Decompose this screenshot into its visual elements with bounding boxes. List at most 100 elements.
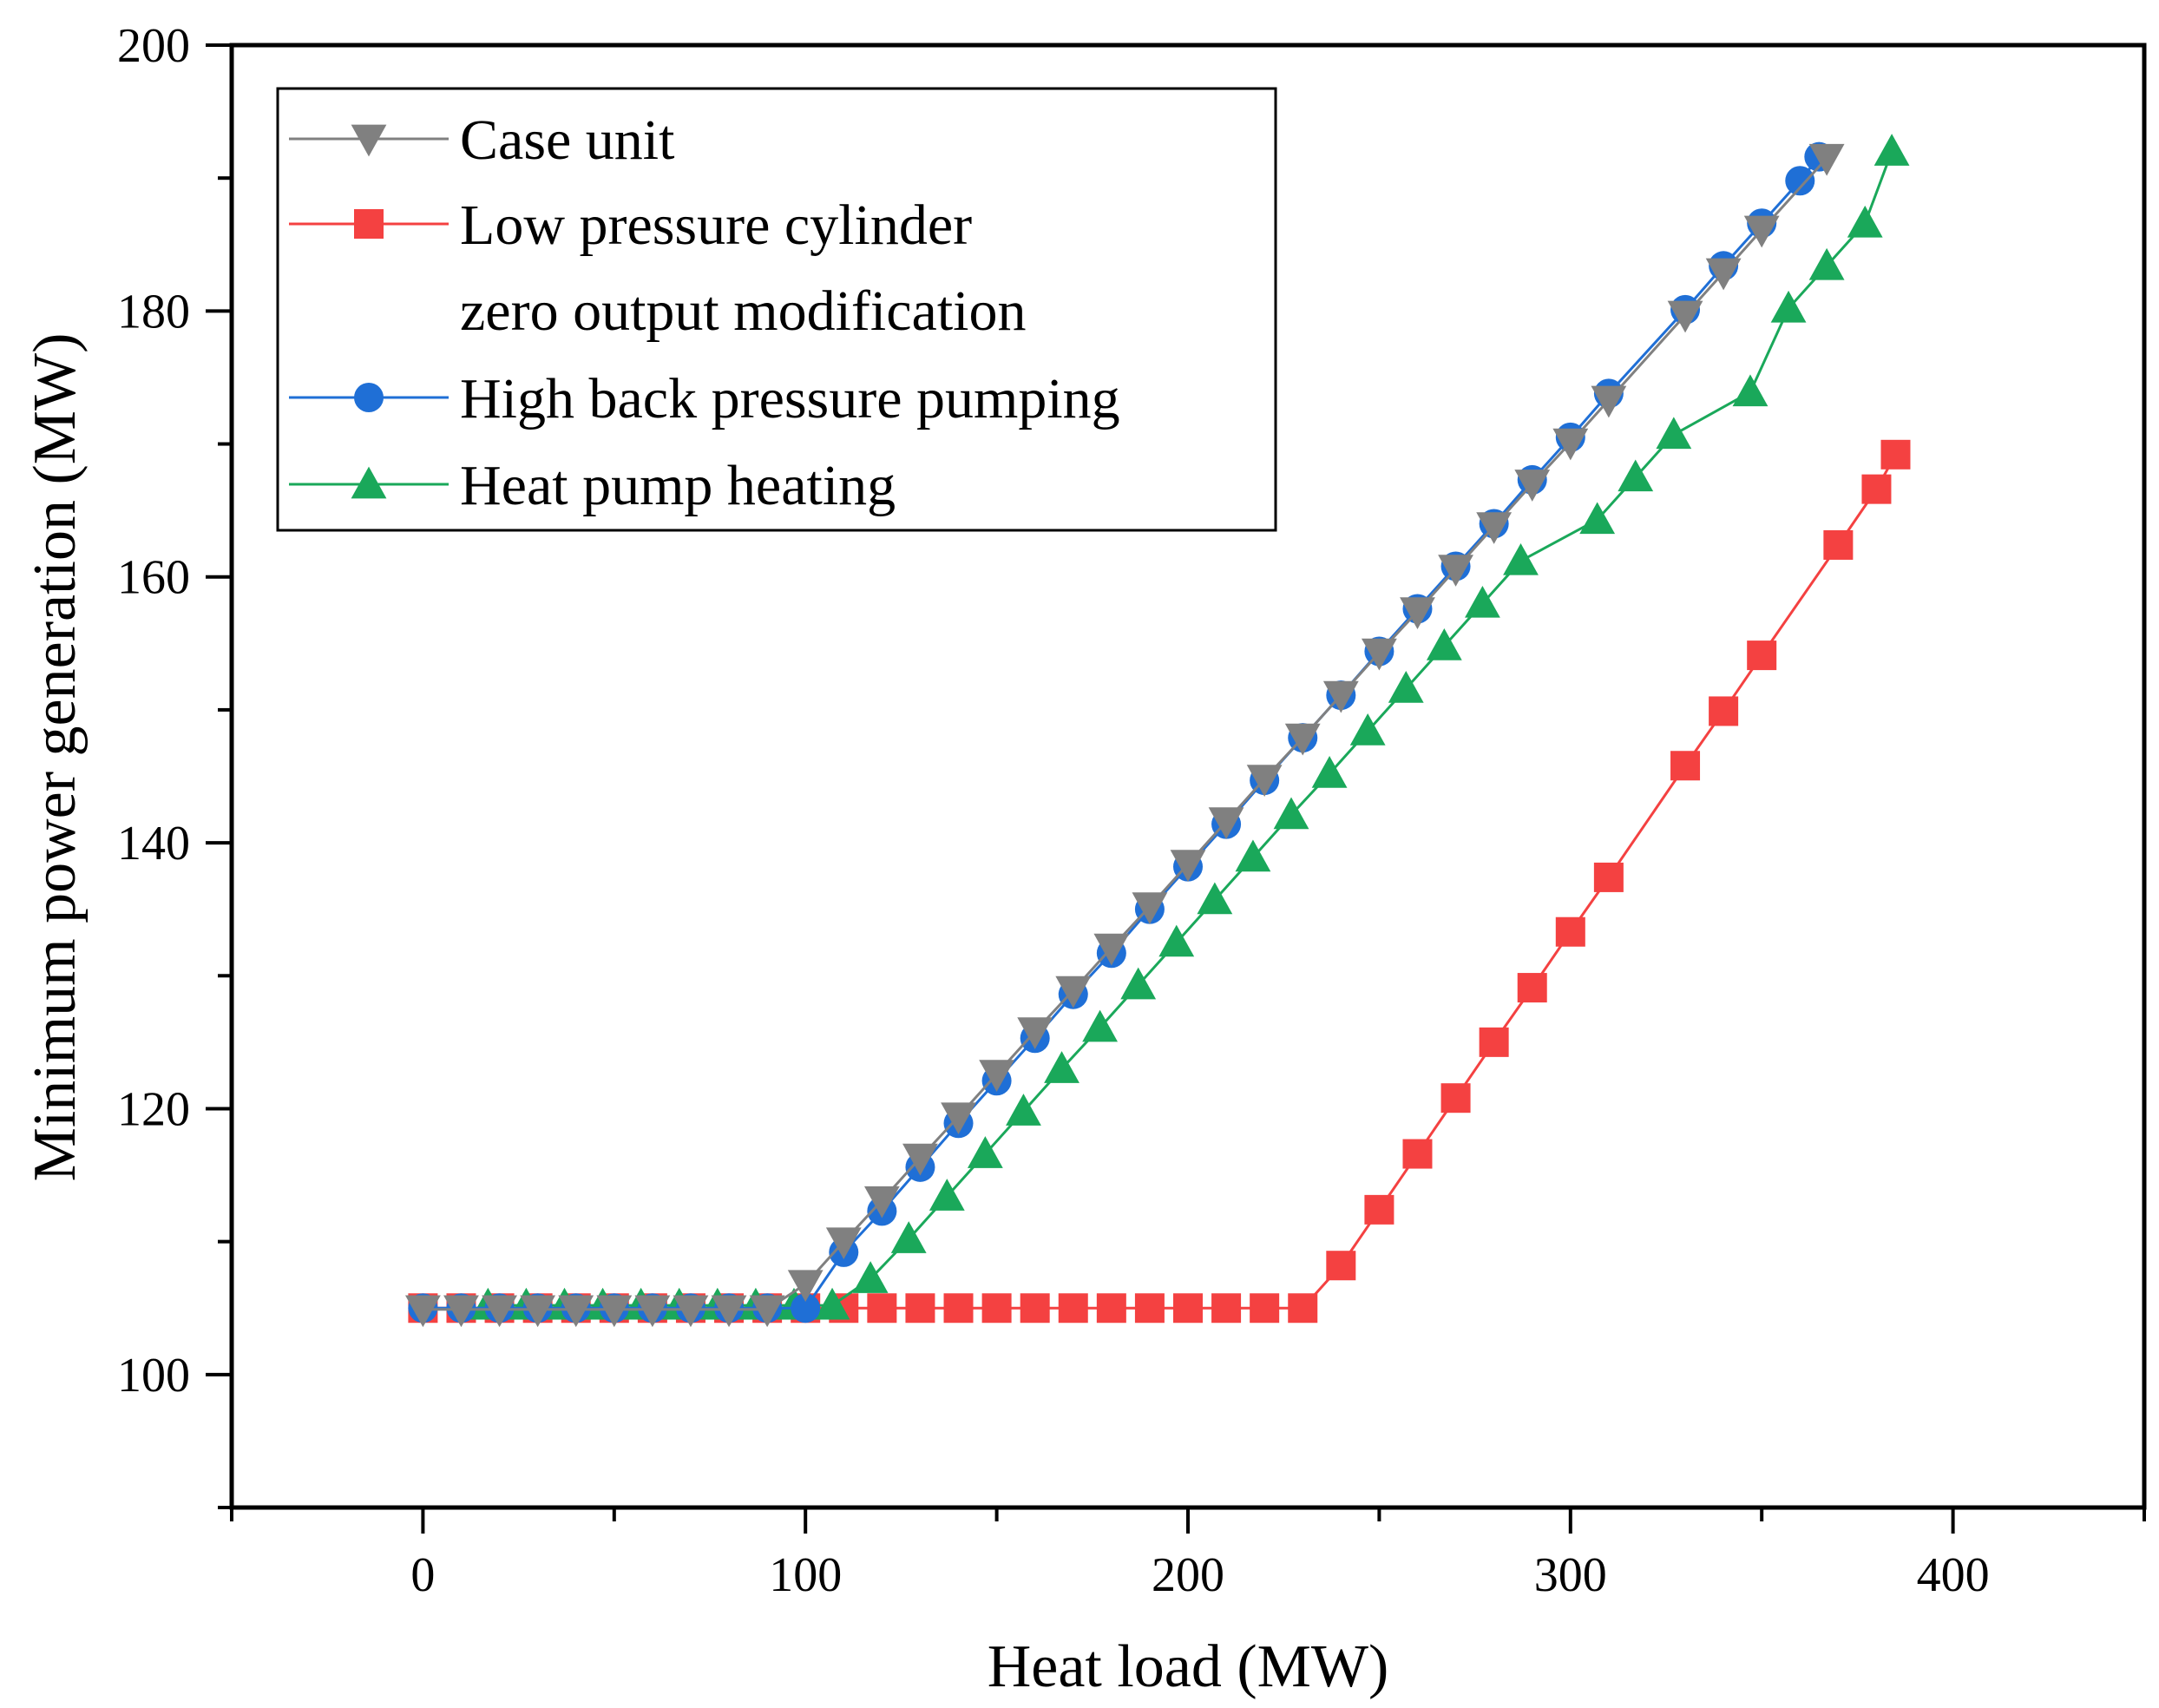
- data-point: [825, 1227, 862, 1260]
- data-point: [1284, 723, 1321, 756]
- data-point: [967, 1136, 1003, 1168]
- data-point: [1246, 765, 1283, 797]
- data-point: [1656, 417, 1692, 450]
- legend-label: zero output modification: [460, 279, 1027, 343]
- x-tick-label: 200: [1152, 1548, 1224, 1602]
- data-point: [1465, 585, 1500, 618]
- data-point: [1273, 797, 1309, 830]
- data-point: [1440, 1083, 1471, 1113]
- data-point: [1438, 555, 1473, 587]
- data-point: [1593, 862, 1624, 892]
- data-point: [1517, 973, 1547, 1003]
- data-point: [1044, 1051, 1080, 1083]
- legend-marker: [351, 466, 387, 499]
- data-point: [1020, 1293, 1050, 1324]
- legend-marker: [354, 383, 384, 412]
- data-point: [1670, 751, 1701, 781]
- y-tick-label: 180: [117, 285, 190, 338]
- data-point: [1709, 696, 1739, 726]
- data-point: [1197, 882, 1233, 915]
- data-point: [596, 1295, 633, 1328]
- data-point: [1874, 134, 1910, 166]
- data-point: [405, 1295, 441, 1328]
- data-point: [1208, 807, 1244, 839]
- y-axis-title: Minimum power generation (MW): [22, 333, 89, 1182]
- data-point: [890, 1221, 927, 1253]
- data-point: [634, 1295, 671, 1328]
- y-tick-label: 140: [117, 817, 190, 870]
- data-point: [1364, 1194, 1394, 1225]
- data-point: [1555, 916, 1585, 947]
- x-tick-label: 300: [1534, 1548, 1607, 1602]
- data-point: [1476, 512, 1513, 544]
- data-point: [1132, 892, 1168, 925]
- legend-marker: [354, 209, 384, 239]
- legend-items: Case unit Low pressure cylinder zero outpu…: [289, 108, 1120, 517]
- data-point: [1173, 1293, 1203, 1324]
- data-point: [1618, 459, 1654, 492]
- data-point: [1591, 385, 1627, 418]
- data-point: [791, 1293, 821, 1324]
- data-point: [1400, 597, 1435, 629]
- data-point: [863, 1186, 900, 1219]
- data-point: [1503, 542, 1539, 575]
- data-point: [1667, 300, 1703, 333]
- x-tick-label: 100: [769, 1548, 842, 1602]
- data-point: [1861, 474, 1892, 504]
- legend-label: Case unit: [460, 108, 674, 172]
- data-point: [1479, 1027, 1509, 1057]
- data-point: [1552, 428, 1589, 461]
- data-point: [1349, 713, 1386, 746]
- legend-label: High back pressure pumping: [460, 367, 1120, 430]
- data-point: [673, 1295, 709, 1328]
- legend-marker: [351, 124, 387, 157]
- data-point: [905, 1293, 935, 1324]
- data-point: [1362, 638, 1397, 671]
- data-point: [941, 1102, 976, 1135]
- data-point: [1388, 671, 1424, 703]
- data-point: [1158, 924, 1195, 957]
- data-point: [1311, 756, 1348, 788]
- data-point: [902, 1143, 938, 1176]
- data-point: [867, 1293, 897, 1324]
- data-point: [1120, 967, 1157, 1000]
- data-point: [1770, 290, 1807, 323]
- x-tick-label: 400: [1917, 1548, 1990, 1602]
- data-point: [1514, 470, 1551, 502]
- data-point: [1170, 850, 1206, 882]
- series-0: [405, 143, 1845, 1328]
- data-point: [1808, 247, 1845, 280]
- data-point: [558, 1295, 594, 1328]
- data-point: [1250, 1293, 1280, 1324]
- data-point: [1808, 143, 1845, 176]
- data-point: [1823, 529, 1854, 560]
- data-point: [981, 1293, 1012, 1324]
- legend-box: [276, 87, 1277, 532]
- data-point: [1785, 166, 1815, 196]
- data-point: [1705, 258, 1742, 291]
- data-point: [1096, 1293, 1126, 1324]
- legend-label: Low pressure cylinder: [460, 194, 972, 257]
- data-point: [814, 1287, 850, 1320]
- legend: Case unit Low pressure cylinder zero outpu…: [276, 87, 1277, 532]
- data-point: [787, 1270, 824, 1303]
- data-point: [1880, 439, 1911, 470]
- data-point: [1211, 1293, 1242, 1324]
- x-axis-title: Heat load (MW): [988, 1633, 1389, 1700]
- data-point: [1579, 502, 1616, 535]
- y-tick-label: 160: [117, 551, 190, 605]
- data-point: [1322, 680, 1359, 713]
- data-point: [1847, 205, 1883, 238]
- data-point: [1082, 1009, 1119, 1042]
- series-layer: [405, 134, 1911, 1328]
- x-tick-label: 0: [410, 1548, 435, 1602]
- y-tick-label: 200: [117, 19, 190, 73]
- data-point: [482, 1295, 517, 1328]
- data-point: [1235, 839, 1271, 872]
- legend-label: Heat pump heating: [460, 454, 896, 517]
- data-point: [1055, 976, 1092, 1008]
- data-point: [1017, 1017, 1053, 1050]
- data-point: [1426, 627, 1462, 660]
- data-point: [1402, 1139, 1433, 1169]
